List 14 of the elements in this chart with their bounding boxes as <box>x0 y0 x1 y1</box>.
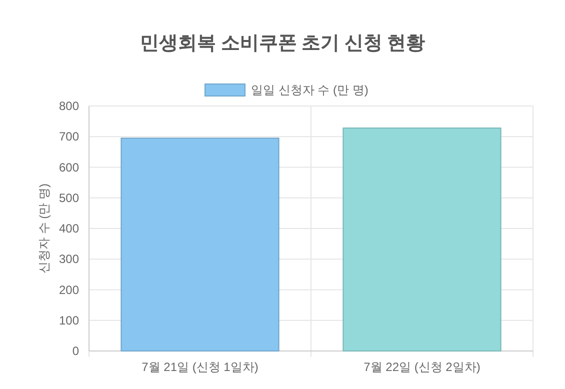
chart-title: 민생회복 소비쿠폰 초기 신청 현황 <box>140 33 425 54</box>
y-tick-label: 700 <box>58 130 80 144</box>
y-tick-label: 600 <box>58 160 80 174</box>
x-tick-label: 7월 22일 (신청 2일차) <box>364 360 480 374</box>
y-tick-label: 0 <box>72 344 80 358</box>
y-tick-label: 100 <box>58 313 80 328</box>
y-tick-label: 800 <box>58 99 80 113</box>
x-tick-label: 7월 21일 (신청 1일차) <box>142 360 258 374</box>
y-tick-label: 300 <box>58 252 80 266</box>
y-tick-label: 500 <box>58 190 80 205</box>
y-tick-label: 200 <box>58 282 80 297</box>
legend-label: 일일 신청자 수 (만 명) <box>251 83 368 97</box>
y-tick-label: 400 <box>58 222 80 236</box>
y-axis-title: 신청자 수 (만 명) <box>37 184 51 274</box>
